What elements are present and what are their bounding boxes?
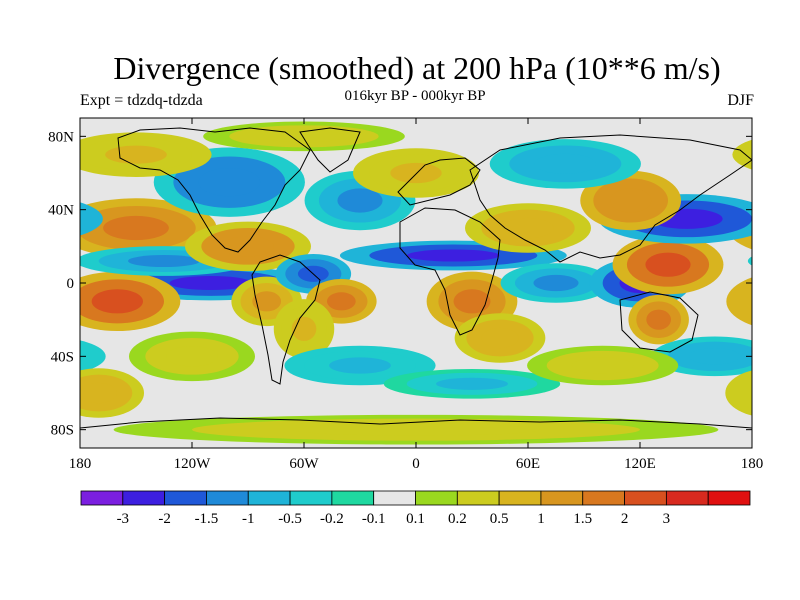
colorbar-label: -3 <box>117 511 130 527</box>
field-region-core <box>481 327 519 349</box>
field-region-core <box>533 274 579 292</box>
colorbar-swatch <box>665 490 709 506</box>
colorbar-label: 0.5 <box>490 511 509 527</box>
x-axis: 180 120W 60W 0 60E 120E 180 <box>69 118 764 472</box>
colorbar-swatch <box>80 490 124 506</box>
field-region-wrap <box>80 340 106 373</box>
field-region-core <box>103 215 169 241</box>
chart-title: Divergence (smoothed) at 200 hPa (10**6 … <box>113 50 721 86</box>
colorbar-swatch <box>415 490 458 506</box>
field-region-core <box>390 162 442 184</box>
colorbar-swatch <box>331 490 375 506</box>
field-region-core <box>91 289 143 314</box>
colorbar-swatch <box>540 490 584 506</box>
y-tick-label: 80S <box>51 423 74 439</box>
field-region-core <box>166 346 218 367</box>
colorbar-label: 0.1 <box>406 511 425 527</box>
colorbar-label: -1 <box>242 511 255 527</box>
x-tick-label: 120E <box>624 456 656 472</box>
x-tick-label: 60E <box>516 456 540 472</box>
field-region-core <box>262 130 346 143</box>
field-region-core <box>436 377 508 390</box>
field-region-core <box>252 291 282 312</box>
colorbar-swatch <box>289 490 333 506</box>
divergence-field <box>80 121 752 445</box>
colorbar-swatch <box>624 490 667 506</box>
colorbar-swatch <box>373 490 416 506</box>
coastlines <box>80 127 752 429</box>
field-region-core <box>222 236 274 257</box>
colorbar-swatch <box>122 490 166 506</box>
y-axis: 80N 40N 0 40S 80S <box>48 129 752 439</box>
y-tick-label: 40S <box>51 349 74 365</box>
field-region-core <box>689 348 741 365</box>
x-tick-label: 180 <box>69 456 92 472</box>
colorbar-swatch <box>456 490 500 506</box>
field-region-wrap <box>726 277 752 326</box>
colorbar-swatch <box>247 490 291 506</box>
colorbar: -3 -2 -1.5 -1 -0.5 -0.2 -0.1 0.1 0.2 0.5 1 1.5 2 3 <box>80 490 751 527</box>
x-tick-label: 120W <box>174 456 212 472</box>
season-label: DJF <box>727 92 754 109</box>
x-tick-label: 0 <box>412 456 420 472</box>
y-tick-label: 80N <box>48 129 74 145</box>
colorbar-label: 3 <box>663 511 671 527</box>
colorbar-label: -0.5 <box>278 511 302 527</box>
colorbar-label: 1 <box>537 511 545 527</box>
field-region-core <box>329 357 391 374</box>
field-region-core <box>292 423 540 436</box>
colorbar-label: -0.1 <box>362 511 386 527</box>
field-region-wrap <box>732 139 752 170</box>
field-region-core <box>80 382 118 404</box>
field-region-core <box>128 254 200 268</box>
field-region-wrap <box>747 256 752 266</box>
field-region-core <box>169 275 252 291</box>
field-region-core <box>326 292 356 311</box>
field-region-core <box>610 188 652 213</box>
field-region-core <box>646 309 671 330</box>
colorbar-swatch <box>498 490 542 506</box>
experiment-label: Expt = tdzdq-tdzda <box>80 92 203 109</box>
chart-subtitle: 016kyr BP - 000kyr BP <box>344 88 486 104</box>
field-region-core <box>571 357 634 374</box>
y-tick-label: 0 <box>67 276 75 292</box>
colorbar-swatch <box>164 490 207 506</box>
field-region-core <box>198 168 261 197</box>
field-region-core <box>645 252 691 277</box>
colorbar-swatch <box>707 490 751 506</box>
field-region-core <box>453 289 491 314</box>
field-region-core <box>407 249 500 262</box>
colorbar-label: -2 <box>158 511 171 527</box>
field-region-core <box>502 217 554 239</box>
y-tick-label: 40N <box>48 203 74 219</box>
colorbar-label: 1.5 <box>573 511 592 527</box>
colorbar-label: -0.2 <box>320 511 344 527</box>
field-region-core <box>105 145 167 164</box>
colorbar-swatch <box>206 490 249 506</box>
field-region-core <box>534 153 597 174</box>
colorbar-label: 0.2 <box>448 511 467 527</box>
colorbar-label: 2 <box>621 511 629 527</box>
x-tick-label: 60W <box>289 456 319 472</box>
colorbar-swatch <box>582 490 625 506</box>
x-tick-label: 180 <box>741 456 764 472</box>
field-region-wrap <box>725 370 752 416</box>
field-region-wrap <box>80 202 103 236</box>
field-region-core <box>337 188 383 213</box>
colorbar-label: -1.5 <box>195 511 219 527</box>
